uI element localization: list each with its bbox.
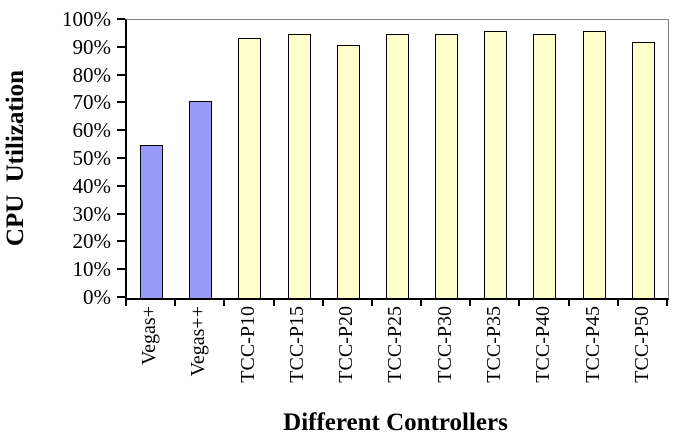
chart-bar-tcc-p25 <box>385 33 409 298</box>
x-tick-mark <box>469 299 472 306</box>
x-category-cell: TCC-P15 <box>273 306 322 402</box>
y-tick-label: 90% <box>72 34 112 59</box>
y-tick-label: 50% <box>72 146 112 170</box>
y-tick-mark <box>117 212 125 215</box>
x-category-label: TCC-P20 <box>335 306 358 383</box>
chart-bar-tcc-p40 <box>533 33 557 298</box>
x-category-cell: TCC-P20 <box>322 306 371 402</box>
x-tick-mark <box>616 299 619 306</box>
x-category-cell: TCC-P30 <box>421 306 470 402</box>
x-category-label: TCC-P10 <box>236 306 259 383</box>
y-tick-mark <box>117 73 125 76</box>
x-category-label: Vegas+ <box>138 306 161 366</box>
y-tick-label: 0% <box>83 285 111 309</box>
x-category-cell: TCC-P25 <box>371 306 420 402</box>
x-tick-mark <box>567 299 570 306</box>
x-tick-mark <box>518 299 521 306</box>
x-category-cell: Vegas++ <box>174 306 223 402</box>
y-tick-label: 70% <box>72 90 112 115</box>
chart-bar-tcc-p50 <box>631 42 655 298</box>
x-category-label: TCC-P50 <box>630 306 653 383</box>
y-tick-label: 10% <box>72 257 112 282</box>
y-tick-label: 100% <box>62 7 111 31</box>
x-tick-mark <box>321 299 324 306</box>
chart-bar-tcc-p35 <box>484 31 508 298</box>
x-category-cell: Vegas+ <box>125 306 174 402</box>
y-tick-mark <box>117 240 125 243</box>
x-tick-mark <box>223 299 226 306</box>
chart-bar-tcc-p20 <box>336 45 360 298</box>
y-tick-label: 40% <box>72 173 112 198</box>
chart-bar-vegas- <box>140 145 164 298</box>
y-tick-label: 30% <box>72 201 112 226</box>
y-tick-mark <box>117 101 125 104</box>
x-category-label: Vegas++ <box>187 306 210 377</box>
y-tick-label: 80% <box>72 62 112 87</box>
y-tick-mark <box>117 129 125 132</box>
chart-bar-tcc-p45 <box>582 31 606 298</box>
y-tick-label: 20% <box>72 229 112 254</box>
x-category-label: TCC-P40 <box>532 306 555 383</box>
y-tick-mark <box>117 157 125 159</box>
x-category-label: TCC-P35 <box>482 306 505 383</box>
y-tick-mark <box>117 184 125 187</box>
chart-bar-tcc-p30 <box>435 33 459 298</box>
x-category-label: TCC-P30 <box>433 306 456 383</box>
x-category-cell: TCC-P45 <box>568 306 617 402</box>
x-tick-mark <box>370 299 373 306</box>
y-tick-mark <box>117 268 125 271</box>
x-category-label: TCC-P25 <box>384 306 407 383</box>
plot-area <box>125 19 669 300</box>
chart-bar-tcc-p10 <box>238 38 262 298</box>
y-tick-mark <box>117 296 125 298</box>
x-category-cell: TCC-P40 <box>519 306 568 402</box>
y-axis-tick-labels: 0% 10% 20% 30% 40% 50% 60% 70% 80% 90% 100% <box>0 0 117 444</box>
x-tick-mark <box>666 299 668 306</box>
x-tick-mark <box>125 299 127 306</box>
x-axis-category-labels: Vegas+ Vegas++ TCC-P10 TCC-P15 TCC-P20 TCC-P2… <box>125 306 667 402</box>
x-category-label: TCC-P45 <box>581 306 604 383</box>
x-tick-mark <box>272 299 275 306</box>
x-category-cell: TCC-P10 <box>224 306 273 402</box>
y-tick-mark <box>117 45 125 48</box>
chart-bar-vegas- <box>189 100 213 298</box>
y-tick-mark <box>117 18 125 20</box>
x-tick-mark <box>174 299 177 306</box>
x-axis-title: Different Controllers <box>283 409 508 436</box>
x-category-cell: TCC-P35 <box>470 306 519 402</box>
x-tick-mark <box>420 299 423 306</box>
x-category-label: TCC-P15 <box>285 306 308 383</box>
x-category-cell: TCC-P50 <box>618 306 667 402</box>
y-tick-label: 60% <box>72 118 112 143</box>
chart-bar-tcc-p15 <box>287 33 311 298</box>
